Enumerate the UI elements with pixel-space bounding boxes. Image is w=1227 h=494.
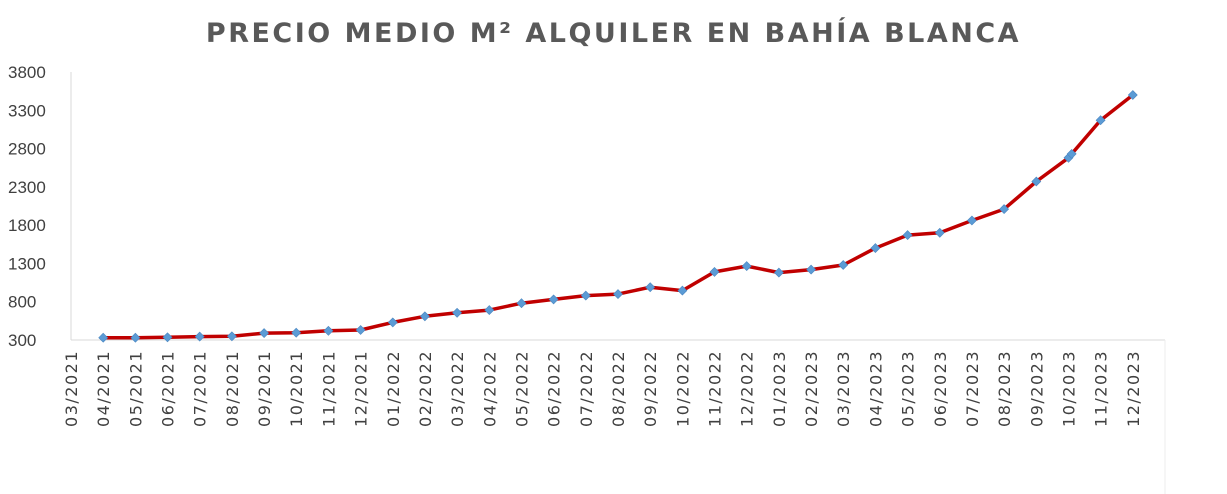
x-tick-label: 04/2022	[480, 350, 499, 427]
data-point-marker	[677, 285, 688, 296]
x-tick-label: 06/2023	[931, 350, 950, 427]
data-point-marker	[98, 332, 109, 343]
x-tick-label: 01/2022	[384, 350, 403, 427]
y-tick-label: 3800	[8, 63, 46, 82]
data-point-marker	[419, 311, 430, 322]
data-point-marker	[645, 282, 656, 293]
x-tick-label: 08/2021	[223, 350, 242, 427]
x-tick-label: 04/2021	[94, 350, 113, 427]
chart-axes	[70, 72, 1166, 494]
x-tick-label: 02/2023	[802, 350, 821, 427]
data-point-marker	[291, 327, 302, 338]
x-tick-label: 01/2023	[770, 350, 789, 427]
data-point-marker	[548, 294, 559, 305]
y-tick-label: 300	[8, 331, 36, 350]
x-tick-label: 11/2022	[706, 350, 725, 427]
x-tick-label: 04/2023	[866, 350, 885, 427]
data-point-marker	[580, 290, 591, 301]
data-point-marker	[966, 215, 977, 226]
x-tick-label: 02/2022	[416, 350, 435, 427]
data-point-marker	[323, 325, 334, 336]
data-point-marker	[226, 331, 237, 342]
y-tick-label: 3300	[8, 101, 46, 120]
data-point-marker	[1031, 176, 1042, 187]
x-axis-ticks: 03/2021 04/2021 05/2021 06/2021 07/2021 08/20…	[62, 350, 1143, 427]
y-tick-label: 2300	[8, 178, 46, 197]
data-point-marker	[130, 332, 141, 343]
x-tick-label: 11/2021	[319, 350, 338, 427]
data-point-marker	[162, 332, 173, 343]
y-tick-label: 2800	[8, 140, 46, 159]
x-tick-label: 08/2022	[609, 350, 628, 427]
x-tick-label: 03/2021	[62, 350, 81, 427]
series-group	[98, 90, 1138, 343]
data-point-marker	[709, 266, 720, 277]
x-tick-label: 05/2021	[126, 350, 145, 427]
x-tick-label: 09/2023	[1027, 350, 1046, 427]
y-tick-label: 1800	[8, 216, 46, 235]
x-tick-label: 05/2023	[899, 350, 918, 427]
x-tick-label: 11/2023	[1092, 350, 1111, 427]
data-point-marker	[741, 261, 752, 272]
x-tick-label: 09/2022	[641, 350, 660, 427]
x-tick-label: 07/2023	[963, 350, 982, 427]
data-point-marker	[999, 204, 1010, 215]
x-tick-label: 12/2021	[352, 350, 371, 427]
y-axis-ticks: 300 800 1300 1800 2300 2800 3300 3800	[8, 63, 46, 350]
data-point-marker	[387, 317, 398, 328]
data-point-marker	[902, 230, 913, 241]
x-tick-label: 10/2023	[1059, 350, 1078, 427]
data-point-marker	[355, 325, 366, 335]
y-tick-label: 1300	[8, 254, 46, 273]
x-tick-label: 03/2023	[834, 350, 853, 427]
x-tick-label: 12/2022	[738, 350, 757, 427]
data-point-marker	[934, 227, 945, 238]
data-point-marker	[516, 298, 527, 309]
chart-title: PRECIO MEDIO M² ALQUILER EN BAHÍA BLANCA	[205, 18, 1022, 49]
data-point-marker	[806, 264, 817, 275]
x-tick-label: 07/2022	[577, 350, 596, 427]
x-tick-label: 07/2021	[191, 350, 210, 427]
data-point-marker	[194, 331, 205, 342]
data-point-marker	[1095, 115, 1106, 126]
data-point-marker	[259, 328, 270, 339]
x-tick-label: 06/2022	[545, 350, 564, 427]
data-point-marker	[870, 243, 881, 254]
data-point-marker	[773, 267, 784, 278]
x-tick-label: 03/2022	[448, 350, 467, 427]
data-point-marker	[1127, 90, 1138, 100]
data-point-marker	[484, 305, 495, 316]
data-point-marker	[838, 260, 849, 270]
y-tick-label: 800	[8, 293, 36, 312]
data-point-marker	[452, 307, 463, 318]
series-line	[101, 93, 1135, 340]
x-tick-label: 10/2022	[673, 350, 692, 427]
x-tick-label: 12/2023	[1124, 350, 1143, 427]
x-tick-label: 08/2023	[995, 350, 1014, 427]
data-point-marker	[613, 289, 623, 300]
x-tick-label: 09/2021	[255, 350, 274, 427]
data-point-marker	[1066, 148, 1077, 159]
x-tick-label: 05/2022	[512, 350, 531, 427]
x-tick-label: 06/2021	[159, 350, 178, 427]
x-tick-label: 10/2021	[287, 350, 306, 427]
